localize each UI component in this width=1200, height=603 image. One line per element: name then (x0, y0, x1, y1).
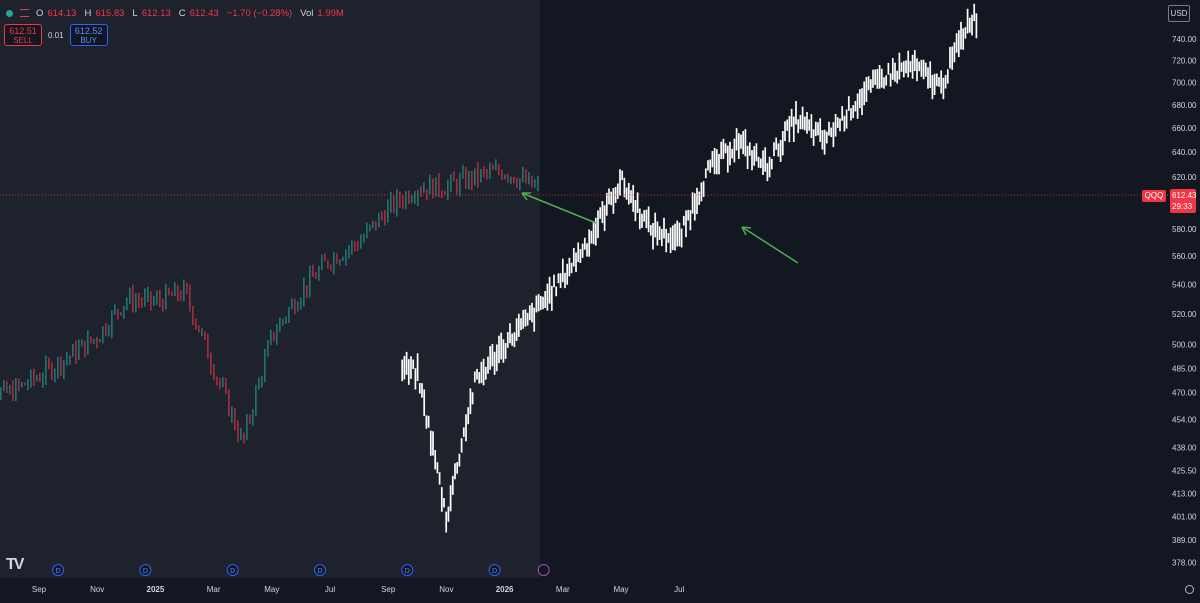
time-tick-label: May (264, 585, 279, 594)
price-tick-label: 401.00 (1172, 512, 1197, 521)
settings-icon[interactable] (1185, 585, 1194, 594)
trade-panel: 612.51 SELL 0.01 612.52 BUY (4, 24, 108, 46)
time-tick-label: Mar (207, 585, 221, 594)
close-value: 612.43 (189, 7, 219, 19)
dividend-event-label: D (405, 568, 410, 575)
time-axis[interactable]: Sep Nov 2025 Mar May Jul Sep Nov 2026 Mar May Jul (32, 585, 685, 594)
dividend-event-icon (52, 564, 65, 576)
price-tick-label: 500.00 (1172, 341, 1197, 350)
price-tick-label: 413.00 (1172, 490, 1197, 499)
time-tick-label: Jul (674, 585, 684, 594)
price-tick-label: 540.00 (1172, 281, 1197, 290)
time-tick-label: Jul (325, 585, 335, 594)
price-tick-label: 378.00 (1172, 559, 1197, 568)
sell-price: 612.51 (9, 26, 37, 36)
time-tick-label: Sep (381, 585, 396, 594)
low-label: L (132, 7, 138, 19)
close-label: C (178, 7, 186, 19)
dividend-event-icon (401, 564, 414, 576)
price-tick-label: 425.50 (1172, 466, 1197, 475)
countdown-value: 29:33 (1172, 202, 1193, 211)
shaded-region (0, 0, 540, 578)
price-axis[interactable]: 740.00 720.00 700.00 680.00 660.00 640.00 620.… (1172, 35, 1197, 568)
price-tick-label: 660.00 (1172, 124, 1197, 133)
sell-label: SELL (13, 36, 33, 45)
price-tick-label: 389.00 (1172, 536, 1197, 545)
time-tick-label: 2025 (147, 585, 165, 594)
arrow-annotation-1 (521, 192, 597, 224)
price-tick-label: 520.00 (1172, 310, 1197, 319)
arrow-annotation-2 (741, 226, 799, 264)
last-price-tag: 612.43 29:33 (1170, 189, 1196, 213)
currency-button[interactable]: USD (1168, 5, 1190, 22)
time-tick-label: 2026 (496, 585, 514, 594)
open-label: O (36, 7, 44, 19)
change-value: −1.70 (−0.28%) (226, 7, 293, 19)
dividend-event-icon (314, 564, 326, 576)
dividend-event-icon (226, 564, 239, 576)
price-tick-label: 680.00 (1172, 101, 1197, 110)
high-label: H (84, 7, 92, 19)
buy-label: BUY (80, 36, 97, 45)
tradingview-logo[interactable]: TV (6, 556, 25, 573)
legend-menu-icon[interactable] (20, 9, 29, 17)
price-tick-label: 560.00 (1172, 252, 1197, 261)
price-tick-label: 620.00 (1172, 173, 1197, 182)
buy-price: 612.52 (74, 26, 103, 36)
symbol-tag: QQQ (1142, 190, 1166, 202)
price-tick-label: 485.00 (1172, 364, 1197, 373)
price-tick-label: 438.00 (1172, 444, 1197, 453)
low-value: 612.13 (141, 7, 171, 19)
time-tick-label: Sep (32, 585, 47, 594)
last-price-value: 612.43 (1172, 191, 1197, 200)
high-value: 615.83 (95, 7, 125, 19)
buy-button[interactable]: 612.52 BUY (69, 24, 108, 46)
ohlc-legend: O 614.13 H 615.83 L 612.13 C 612.43 −1.70 (−… (6, 6, 348, 20)
volume-label: Vol (300, 7, 314, 19)
spread-value: 0.01 (48, 30, 64, 40)
time-tick-label: Nov (90, 585, 104, 594)
dividend-event-icon (139, 564, 152, 576)
dividend-event-label: D (317, 568, 322, 575)
dividend-event-label: D (56, 568, 61, 575)
dividend-event-icon (488, 564, 501, 576)
price-tick-label: 454.00 (1172, 416, 1197, 425)
price-tick-label: 700.00 (1172, 78, 1197, 87)
price-tick-label: 640.00 (1172, 148, 1197, 157)
price-tick-label: 740.00 (1172, 35, 1197, 44)
time-tick-label: Mar (556, 585, 570, 594)
open-value: 614.13 (47, 7, 77, 19)
candles-group (0, 159, 539, 444)
sell-button[interactable]: 612.51 SELL (4, 24, 42, 46)
dividend-event-label: D (143, 568, 148, 575)
dividend-event-label: D (230, 568, 235, 575)
dividend-event-label: D (492, 568, 497, 575)
volume-value: 1.99M (317, 7, 344, 19)
time-tick-label: Nov (439, 585, 453, 594)
overlay-group (401, 3, 978, 533)
time-tick-label: May (613, 585, 628, 594)
price-tick-label: 720.00 (1172, 56, 1197, 65)
price-tick-label: 470.00 (1172, 389, 1197, 398)
market-status-icon (6, 9, 13, 17)
earnings-event-icon (537, 564, 550, 576)
price-tick-label: 580.00 (1172, 225, 1197, 234)
